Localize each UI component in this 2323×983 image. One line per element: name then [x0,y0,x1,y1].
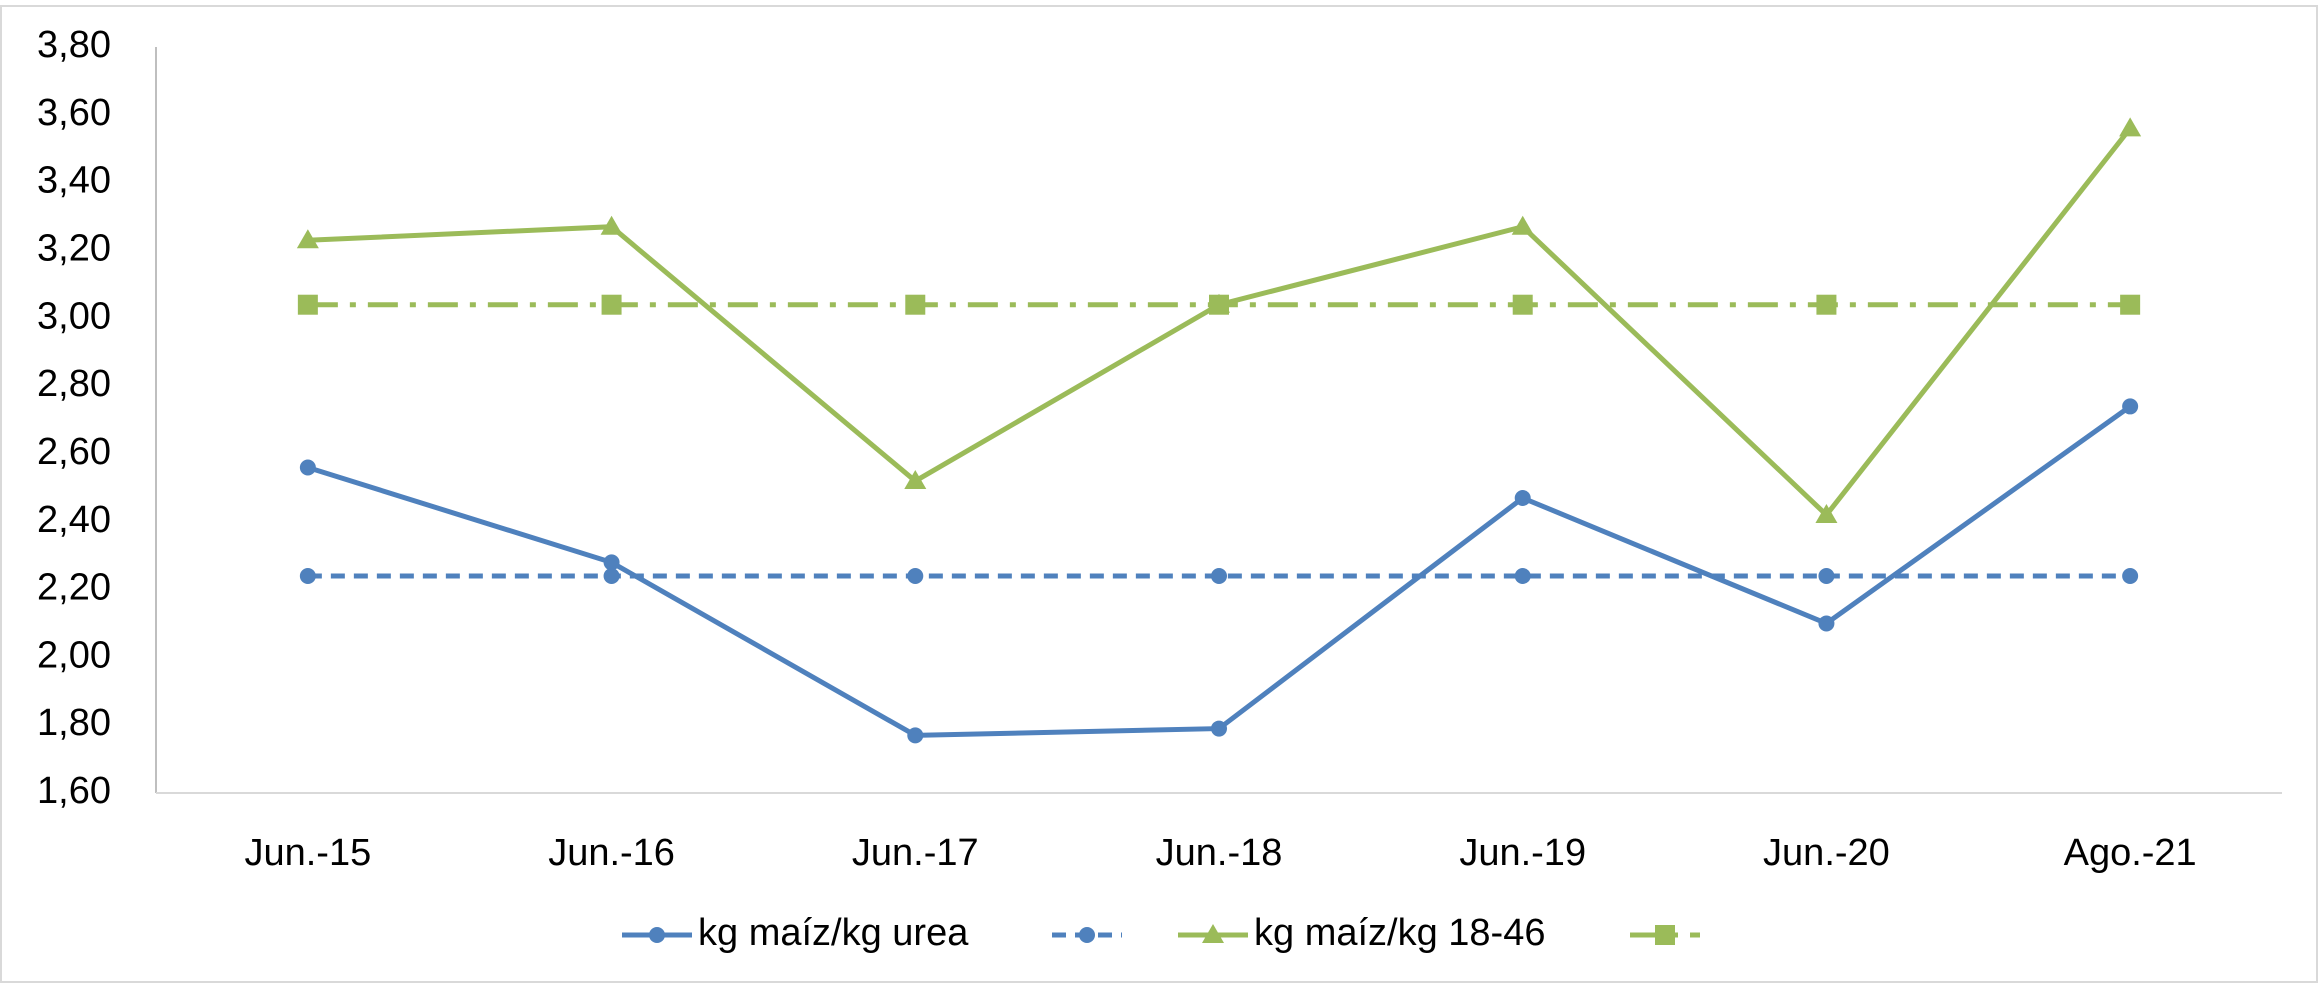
y-tick-label: 2,40 [37,499,111,541]
data-point [1513,295,1533,315]
data-point [604,568,620,584]
x-tick-label: Jun.-20 [1763,832,1890,874]
y-tick-label: 1,80 [37,702,111,744]
x-tick-label: Jun.-19 [1459,832,1586,874]
data-point [602,295,622,315]
data-point [1816,295,1836,315]
data-point [2120,295,2140,315]
data-point [907,727,923,743]
x-tick-label: Jun.-15 [244,832,371,874]
y-tick-label: 3,60 [37,92,111,134]
data-point [1209,295,1229,315]
y-tick-label: 2,80 [37,363,111,405]
x-tick-label: Jun.-18 [1156,832,1283,874]
data-point [300,568,316,584]
x-tick-label: Ago.-21 [2064,832,2197,874]
chart: 1,60 1,80 2,00 2,20 2,40 2,60 2,80 3,00 3,20 3,40… [0,0,2323,983]
data-point [1211,721,1227,737]
data-point [1515,568,1531,584]
x-tick-label: Jun.-16 [548,832,675,874]
legend-label: kg maíz/kg urea [698,912,969,954]
x-tick-label: Jun.-17 [852,832,979,874]
y-tick-label: 3,00 [37,295,111,337]
y-tick-label: 3,80 [37,24,111,66]
y-tick-label: 3,40 [37,160,111,202]
y-tick-label: 1,60 [37,770,111,812]
legend-marker [1079,927,1095,943]
legend-marker [1655,925,1675,945]
data-point [905,295,925,315]
data-point [907,568,923,584]
data-point [1818,615,1834,631]
data-point [1818,568,1834,584]
y-tick-label: 3,20 [37,227,111,269]
y-tick-label: 2,00 [37,634,111,676]
data-point [2122,398,2138,414]
y-tick-label: 2,20 [37,567,111,609]
data-point [2122,568,2138,584]
data-point [298,295,318,315]
legend-marker [649,927,665,943]
data-point [1211,568,1227,584]
data-point [300,459,316,475]
data-point [1515,490,1531,506]
y-tick-label: 2,60 [37,431,111,473]
legend-label: kg maíz/kg 18-46 [1254,912,1545,954]
